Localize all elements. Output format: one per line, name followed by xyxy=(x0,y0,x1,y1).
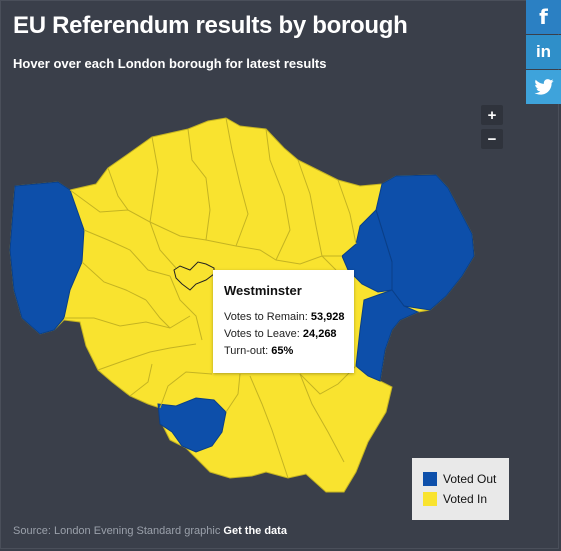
legend-swatch-voted-in xyxy=(423,492,437,506)
linkedin-icon: in xyxy=(535,42,552,61)
turnout-value: 65% xyxy=(271,345,294,357)
remain-value: 53,928 xyxy=(310,311,345,323)
page-subtitle: Hover over each London borough for lates… xyxy=(13,56,327,71)
facebook-share-button[interactable]: f xyxy=(526,0,561,34)
tooltip-remain-row: Votes to Remain: 53,928 xyxy=(224,309,345,326)
map-legend: Voted Out Voted In xyxy=(412,458,509,520)
borough-sutton[interactable] xyxy=(157,397,227,453)
borough-boundaries xyxy=(64,117,357,479)
legend-item-voted-out: Voted Out xyxy=(423,469,509,489)
legend-label-voted-in: Voted In xyxy=(443,492,488,506)
legend-swatch-voted-out xyxy=(423,472,437,486)
leave-label: Votes to Leave: xyxy=(224,328,300,340)
borough-tooltip: Westminster Votes to Remain: 53,928 Vote… xyxy=(213,270,354,373)
get-data-link[interactable]: Get the data xyxy=(223,525,287,537)
source-text: Source: London Evening Standard graphic xyxy=(13,525,221,537)
tooltip-leave-row: Votes to Leave: 24,268 xyxy=(224,326,344,343)
tooltip-borough-name: Westminster xyxy=(224,283,302,298)
legend-label-voted-out: Voted Out xyxy=(443,472,497,486)
twitter-icon xyxy=(533,79,554,95)
leave-value: 24,268 xyxy=(302,328,337,340)
linkedin-share-button[interactable]: in xyxy=(526,35,561,69)
tooltip-turnout-row: Turn-out: 65% xyxy=(224,343,344,360)
zoom-out-button[interactable]: − xyxy=(481,129,503,149)
remain-label: Votes to Remain: xyxy=(224,311,308,323)
zoom-in-button[interactable]: + xyxy=(481,105,503,125)
page-title: EU Referendum results by borough xyxy=(13,12,408,39)
source-footer: Source: London Evening Standard graphic … xyxy=(13,525,287,537)
turnout-label: Turn-out: xyxy=(224,345,269,357)
twitter-share-button[interactable] xyxy=(526,70,561,104)
legend-item-voted-in: Voted In xyxy=(423,489,509,509)
borough-barking-dagenham[interactable] xyxy=(341,209,393,293)
borough-bexley[interactable] xyxy=(355,289,420,382)
facebook-icon: f xyxy=(539,5,548,29)
